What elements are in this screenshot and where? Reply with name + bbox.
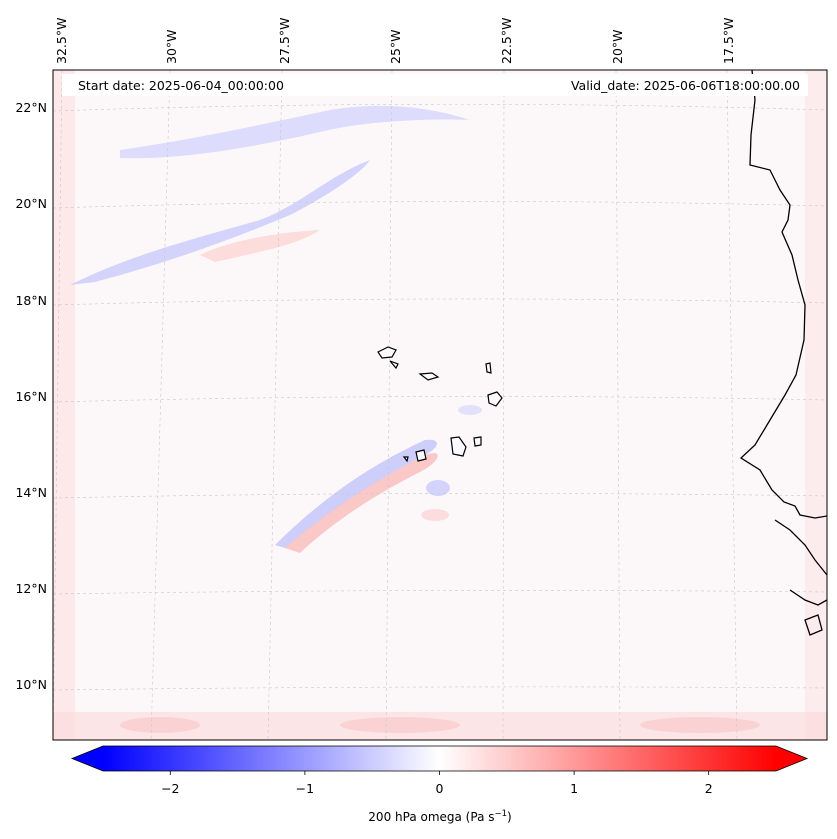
- colorbar-extend-max: [776, 746, 807, 771]
- colorbar-outline: [70, 745, 809, 772]
- graticule: [53, 70, 827, 740]
- start-date-label: Start date: 2025-06-04_00:00:00: [78, 78, 284, 93]
- lat-label: 12°N: [15, 581, 47, 596]
- negative-omega-band-north: [70, 160, 370, 285]
- colorbar-tick-label: −2: [161, 781, 179, 796]
- lat-label: 20°N: [15, 196, 47, 211]
- colorbar-ticks: −2 −1 0 1 2: [161, 771, 713, 796]
- colorbar-tick-label: 1: [570, 781, 578, 796]
- lon-label: 25°W: [388, 29, 403, 64]
- colorbar-title-main: 200 hPa omega (Pa s: [368, 810, 494, 824]
- omega-field: [53, 70, 827, 740]
- lat-label: 10°N: [15, 677, 47, 692]
- colorbar-gradient: [103, 746, 776, 771]
- longitude-labels: 32.5°W 30°W 27.5°W 25°W 22.5°W 20°W 17.5…: [54, 18, 736, 64]
- coastlines: [739, 70, 827, 636]
- lon-label: 27.5°W: [277, 18, 292, 64]
- lon-label: 20°W: [610, 29, 625, 64]
- colorbar-extend-min: [72, 746, 103, 771]
- lon-label: 22.5°W: [499, 18, 514, 64]
- lat-label: 18°N: [15, 293, 47, 308]
- cape-verde-islands: [377, 346, 503, 463]
- colorbar-title: 200 hPa omega (Pa s−1): [368, 809, 511, 824]
- lat-label: 22°N: [15, 100, 47, 115]
- colorbar-title-exponent: −1: [494, 809, 507, 819]
- africa-coastline: [739, 70, 827, 519]
- lat-label: 16°N: [15, 389, 47, 404]
- valid-date-label: Valid_date: 2025-06-06T18:00:00.00: [571, 78, 800, 93]
- negative-omega-band-cv: [275, 439, 438, 548]
- positive-omega-band-cv: [285, 453, 438, 553]
- lon-label: 17.5°W: [721, 18, 736, 64]
- colorbar-tick-label: −1: [296, 781, 314, 796]
- lat-label: 14°N: [15, 485, 47, 500]
- colorbar-tick-label: 0: [436, 781, 444, 796]
- map-frame: [52, 69, 828, 741]
- colorbar: −2 −1 0 1 2 200 hPa omega (Pa s−1): [70, 745, 809, 824]
- lon-label: 30°W: [164, 29, 179, 64]
- latitude-labels: 22°N 20°N 18°N 16°N 14°N 12°N 10°N: [15, 100, 47, 692]
- colorbar-tick-label: 2: [705, 781, 713, 796]
- header-banner: [62, 74, 808, 96]
- colorbar-title-end: ): [507, 810, 512, 824]
- lon-label: 32.5°W: [54, 18, 69, 64]
